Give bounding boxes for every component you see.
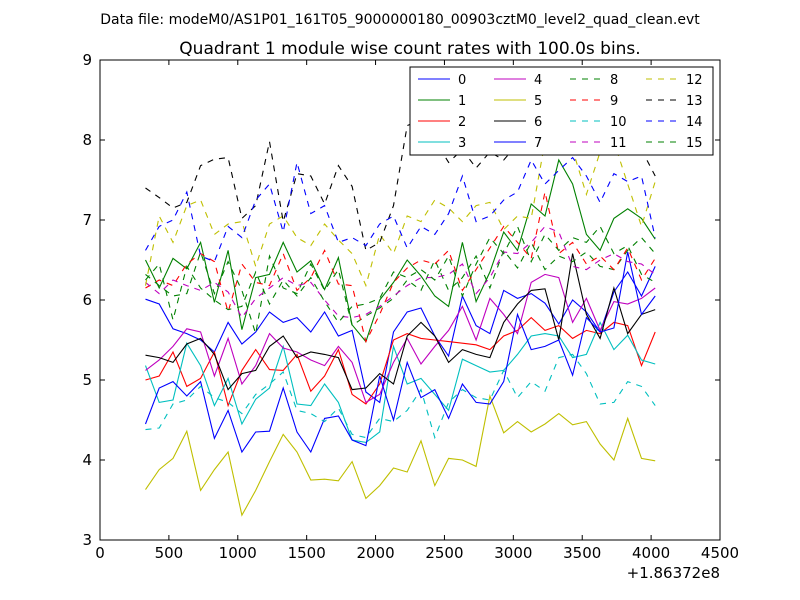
legend-label: 9 xyxy=(610,94,618,109)
legend-box xyxy=(409,66,714,156)
legend-label: 11 xyxy=(610,136,627,151)
legend-label: 15 xyxy=(686,136,703,151)
series-line-2 xyxy=(145,316,656,408)
y-tick-label: 5 xyxy=(82,371,92,389)
series-line-1 xyxy=(145,158,656,343)
series-line-6 xyxy=(145,253,656,391)
y-tick-label: 7 xyxy=(82,211,92,229)
y-axis: 3 4 5 6 7 8 9 xyxy=(82,51,720,549)
x-tick-label: 3500 xyxy=(563,544,601,562)
series-line-9 xyxy=(145,191,656,344)
chart-title: Quadrant 1 module wise count rates with … xyxy=(179,39,640,59)
series-line-15 xyxy=(145,225,656,324)
legend-label: 5 xyxy=(534,94,542,109)
x-offset-label: +1.86372e8 xyxy=(627,564,720,582)
series-line-10 xyxy=(145,353,656,440)
legend-label: 14 xyxy=(686,115,703,130)
x-tick-label: 4500 xyxy=(701,544,739,562)
legend-label: 3 xyxy=(458,136,466,151)
legend-label: 7 xyxy=(534,136,542,151)
y-tick-label: 8 xyxy=(82,131,92,149)
legend-label: 4 xyxy=(534,73,542,88)
series-line-14 xyxy=(145,156,656,263)
x-tick-label: 1000 xyxy=(219,544,257,562)
x-tick-label: 2000 xyxy=(356,544,394,562)
series-line-5 xyxy=(145,393,656,517)
y-tick-label: 3 xyxy=(82,531,92,549)
chart-suptitle: Data file: modeM0/AS1P01_161T05_90000001… xyxy=(100,12,700,28)
x-tick-label: 4000 xyxy=(632,544,670,562)
x-tick-label: 3000 xyxy=(494,544,532,562)
x-tick-label: 500 xyxy=(155,544,184,562)
legend-label: 13 xyxy=(686,94,703,109)
legend-label: 1 xyxy=(458,94,466,109)
legend-label: 0 xyxy=(458,73,466,88)
x-tick-label: 0 xyxy=(95,544,105,562)
series-line-7 xyxy=(144,251,656,454)
y-tick-label: 9 xyxy=(82,51,92,69)
legend-label: 2 xyxy=(458,115,466,130)
series-line-3 xyxy=(144,321,656,443)
series-line-11 xyxy=(145,225,656,319)
series-line-4 xyxy=(145,273,656,404)
y-tick-label: 6 xyxy=(82,291,92,309)
legend-label: 8 xyxy=(610,73,618,88)
legend-label: 6 xyxy=(534,115,542,130)
x-tick-label: 1500 xyxy=(288,544,326,562)
y-tick-label: 4 xyxy=(82,451,92,469)
x-axis: 0 500 1000 1500 2000 2500 3000 3500 4000 4500 xyxy=(95,60,739,562)
legend-label: 10 xyxy=(610,115,627,130)
legend-label: 12 xyxy=(686,73,703,88)
x-tick-label: 2500 xyxy=(425,544,463,562)
series-line-0 xyxy=(145,266,656,404)
